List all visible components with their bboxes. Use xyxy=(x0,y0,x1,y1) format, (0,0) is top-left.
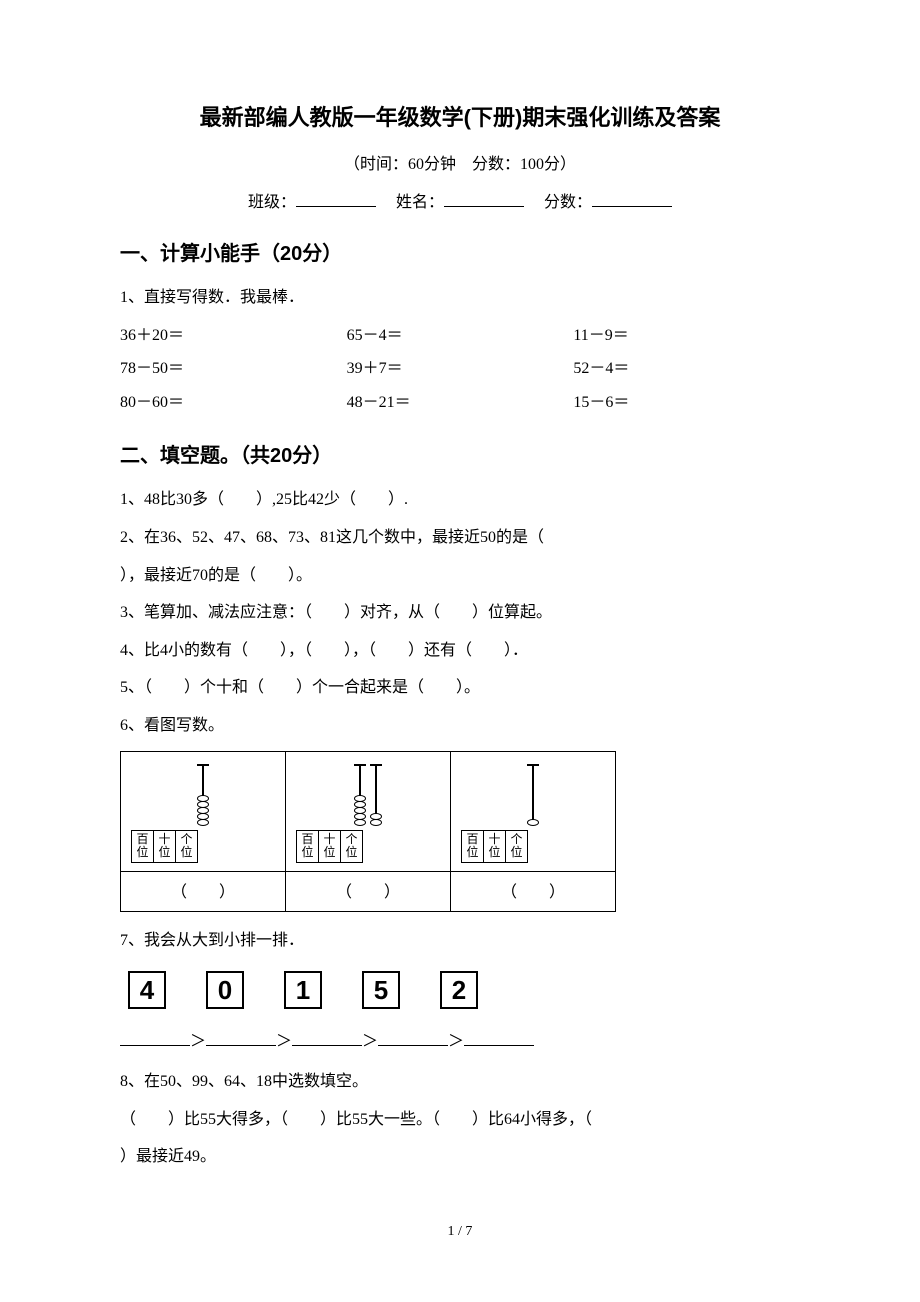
calc-cell: 52－4＝ xyxy=(573,352,800,386)
gt-sign: ＞ xyxy=(190,1033,206,1050)
abacus-answer-row: （ ） （ ） （ ） xyxy=(121,871,616,911)
sort-blank[interactable] xyxy=(292,1030,362,1046)
s2-q6: 6、看图写数。 xyxy=(120,709,800,743)
abacus-3 xyxy=(461,721,605,826)
name-blank[interactable] xyxy=(444,191,524,207)
calc-cell: 48－21＝ xyxy=(347,386,574,420)
abacus-rod xyxy=(370,764,382,826)
calc-row-1: 36＋20＝ 65－4＝ 11－9＝ xyxy=(120,319,800,353)
abacus-cell-1: 百位 十位 个位 xyxy=(121,751,286,871)
class-blank[interactable] xyxy=(296,191,376,207)
num-card: 2 xyxy=(440,971,478,1009)
s1-q1-label: 1、直接写得数．我最棒． xyxy=(120,281,800,315)
abacus-table: 百位 十位 个位 百位 十位 个位 百位 十位 个位 xyxy=(120,751,616,912)
calc-cell: 80－60＝ xyxy=(120,386,347,420)
num-card: 5 xyxy=(362,971,400,1009)
class-label: 班级： xyxy=(248,194,296,211)
calc-cell: 15－6＝ xyxy=(573,386,800,420)
gt-sign: ＞ xyxy=(276,1033,292,1050)
info-row: 班级： 姓名： 分数： xyxy=(120,188,800,212)
gt-sign: ＞ xyxy=(448,1033,464,1050)
place-table: 百位 十位 个位 xyxy=(131,830,198,862)
gt-sign: ＞ xyxy=(362,1033,378,1050)
place-ten: 十位 xyxy=(154,831,176,862)
place-hundred: 百位 xyxy=(297,831,319,862)
abacus-bead xyxy=(354,819,366,826)
abacus-rod xyxy=(527,764,539,826)
calc-row-2: 78－50＝ 39＋7＝ 52－4＝ xyxy=(120,352,800,386)
calc-cell: 11－9＝ xyxy=(573,319,800,353)
place-hundred: 百位 xyxy=(462,831,484,862)
abacus-rod xyxy=(354,764,366,826)
s2-q3: 3、笔算加、减法应注意：（ ）对齐，从（ ）位算起。 xyxy=(120,596,800,630)
s2-q5: 5、（ ）个十和（ ）个一合起来是（ ）。 xyxy=(120,671,800,705)
abacus-ans-3[interactable]: （ ） xyxy=(451,871,616,911)
num-card: 0 xyxy=(206,971,244,1009)
s2-q1: 1、48比30多（ ）,25比42少（ ）. xyxy=(120,483,800,517)
doc-subtitle: （时间：60分钟 分数：100分） xyxy=(120,150,800,174)
sort-blank[interactable] xyxy=(464,1030,534,1046)
number-cards: 4 0 1 5 2 xyxy=(128,971,800,1009)
num-card: 4 xyxy=(128,971,166,1009)
score-blank[interactable] xyxy=(592,191,672,207)
place-table: 百位 十位 个位 xyxy=(296,830,363,862)
calc-row-3: 80－60＝ 48－21＝ 15－6＝ xyxy=(120,386,800,420)
place-one: 个位 xyxy=(176,831,198,862)
abacus-rod xyxy=(197,764,209,826)
sort-blank[interactable] xyxy=(206,1030,276,1046)
calc-cell: 65－4＝ xyxy=(347,319,574,353)
score-label: 分数： xyxy=(544,194,592,211)
num-card: 1 xyxy=(284,971,322,1009)
place-one: 个位 xyxy=(506,831,528,862)
s2-q7: 7、我会从大到小排一排． xyxy=(120,924,800,958)
s2-q2b: ），最接近70的是（ ）。 xyxy=(120,559,800,593)
abacus-ans-1[interactable]: （ ） xyxy=(121,871,286,911)
abacus-cell-3: 百位 十位 个位 xyxy=(451,751,616,871)
abacus-bead xyxy=(527,819,539,826)
place-table: 百位 十位 个位 xyxy=(461,830,528,862)
name-label: 姓名： xyxy=(396,194,444,211)
s2-q8b: （ ）比55大得多，（ ）比55大一些。（ ）比64小得多，（ xyxy=(120,1103,800,1137)
abacus-bead xyxy=(197,819,209,826)
sort-blank[interactable] xyxy=(378,1030,448,1046)
calc-cell: 78－50＝ xyxy=(120,352,347,386)
sort-line: ＞ ＞ ＞ ＞ xyxy=(120,1027,800,1051)
abacus-cell-2: 百位 十位 个位 xyxy=(286,751,451,871)
s2-q4: 4、比4小的数有（ ），（ ），（ ）还有（ ）． xyxy=(120,634,800,668)
calc-cell: 36＋20＝ xyxy=(120,319,347,353)
s2-q8a: 8、在50、99、64、18中选数填空。 xyxy=(120,1065,800,1099)
page-number: 1 / 7 xyxy=(120,1224,800,1240)
section2-header: 二、填空题。（共20分） xyxy=(120,439,800,468)
abacus-ans-2[interactable]: （ ） xyxy=(286,871,451,911)
s2-q2a: 2、在36、52、47、68、73、81这几个数中，最接近50的是（ xyxy=(120,521,800,555)
abacus-2 xyxy=(296,721,440,826)
abacus-row: 百位 十位 个位 百位 十位 个位 百位 十位 个位 xyxy=(121,751,616,871)
section1-header: 一、计算小能手（20分） xyxy=(120,237,800,266)
place-hundred: 百位 xyxy=(132,831,154,862)
sort-blank[interactable] xyxy=(120,1030,190,1046)
place-ten: 十位 xyxy=(484,831,506,862)
s2-q8c: ）最接近49。 xyxy=(120,1140,800,1174)
place-one: 个位 xyxy=(341,831,363,862)
abacus-bead xyxy=(370,819,382,826)
calc-cell: 39＋7＝ xyxy=(347,352,574,386)
place-ten: 十位 xyxy=(319,831,341,862)
doc-title: 最新部编人教版一年级数学(下册)期末强化训练及答案 xyxy=(120,100,800,132)
